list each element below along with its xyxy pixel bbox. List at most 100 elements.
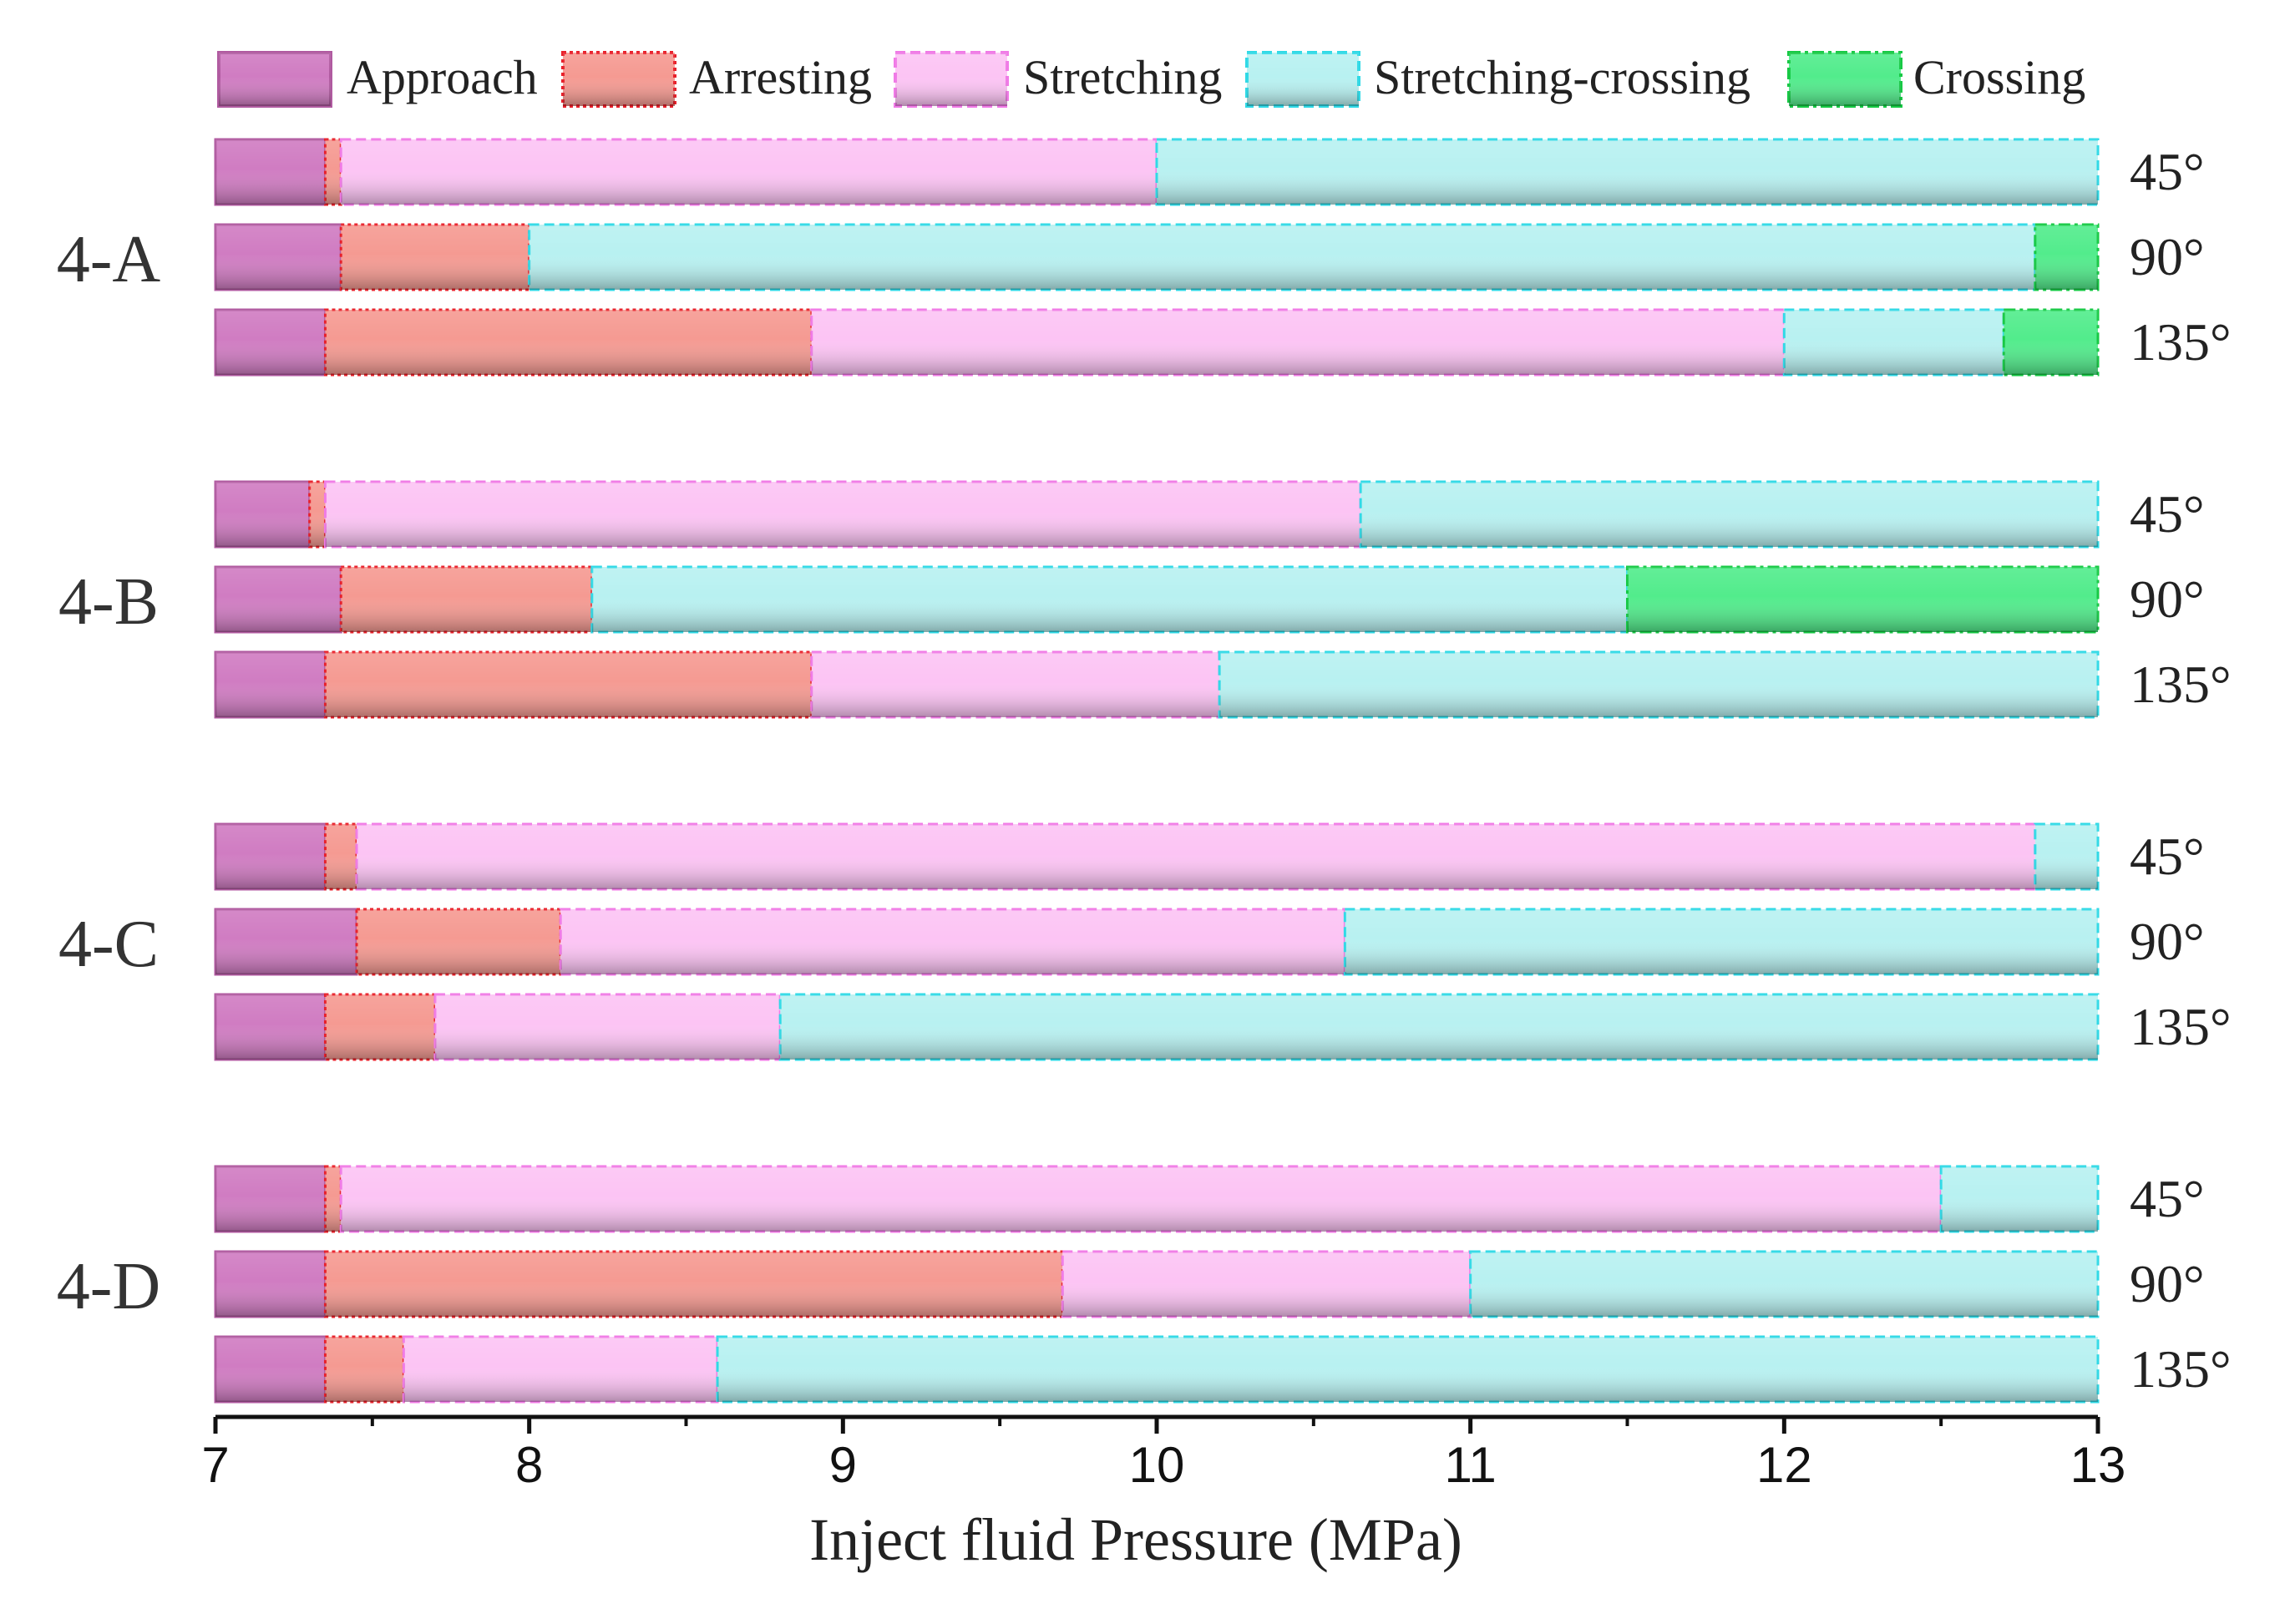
bar-angle-label: 90° [2130,1254,2205,1313]
legend-item-stretching_crossing: Stretching-crossing [1245,50,1750,108]
group-4-A: 45° 90° 135° 4-A [57,138,2232,377]
bar-segment-shade [325,1252,1063,1317]
bar-segment-shade [325,994,435,1060]
bar-segment-shade [1470,1252,2098,1317]
bar-segment-shade [1157,139,2098,205]
bar-4-A-135°: 135° [214,308,2232,377]
group-label: 4-D [57,1250,160,1323]
legend-label: Stretching [1023,50,1222,104]
bar-segment-shade [215,652,326,717]
bar-segment-shade [529,225,2035,290]
x-tick-label: 13 [2070,1437,2126,1493]
bar-segment-shade [811,310,1785,375]
bar-4-C-45°: 45° [214,822,2205,891]
x-tick-label: 9 [829,1437,857,1493]
bar-segment-shade [325,1337,404,1402]
bar-segment-shade [309,482,326,547]
bar-segment-shade [341,225,529,290]
legend-label: Crossing [1913,50,2085,104]
bar-4-B-45°: 45° [214,480,2205,549]
bar-segment-shade [215,225,342,290]
legend-swatch-shade [1789,53,1901,106]
bar-segment-shade [325,310,812,375]
bar-4-A-90°: 90° [214,223,2205,291]
bar-segment-shade [1062,1252,1471,1317]
bar-segment-shade [717,1337,2098,1402]
bar-4-B-90°: 90° [214,565,2205,634]
bar-segment-shade [357,824,2035,889]
legend-label: Arresting [689,50,872,104]
legend-swatch-shade [219,53,331,106]
bar-segment-shade [357,909,561,974]
bar-segment-shade [1784,310,2004,375]
bar-segment-shade [215,994,326,1060]
group-4-D: 45° 90° 135° 4-D [57,1165,2232,1404]
group-label: 4-B [58,565,159,639]
legend-item-crossing: Crossing [1787,50,2085,108]
bar-segment-shade [215,1166,326,1232]
bar-segment-shade [215,824,326,889]
x-tick-label: 11 [1445,1437,1497,1493]
bar-segment-shade [325,652,812,717]
legend-item-stretching: Stretching [894,50,1222,108]
bar-segment-shade [325,139,342,205]
bar-angle-label: 135° [2130,312,2232,372]
bar-4-C-135°: 135° [214,993,2232,1061]
group-label: 4-C [58,908,159,981]
bar-4-B-135°: 135° [214,650,2232,719]
bar-segment-shade [811,652,1220,717]
bar-segment-shade [341,1166,1942,1232]
bar-segment-shade [215,310,326,375]
bar-segment-shade [2034,824,2098,889]
bar-angle-label: 45° [2130,142,2205,201]
bar-angle-label: 45° [2130,1169,2205,1228]
x-axis: 7 8 9 10 11 12 13 [201,1414,2126,1493]
bar-segment-shade [560,909,1345,974]
bar-4-D-135°: 135° [214,1335,2232,1404]
bar-segment-shade [215,909,357,974]
bar-angle-label: 135° [2130,1339,2232,1399]
bar-segment-shade [591,567,1628,632]
bar-4-D-45°: 45° [214,1165,2205,1233]
x-tick-label: 7 [201,1437,229,1493]
x-axis-title: Inject fluid Pressure (MPa) [809,1506,1462,1573]
legend-label: Approach [347,50,538,104]
group-4-B: 45° 90° 135° 4-B [58,480,2232,719]
plot-area: 45°90°135°4-A45°90°135°4-B45°90°135°4-C4… [57,138,2232,1404]
bar-segment-shade [434,994,781,1060]
bar-angle-label: 135° [2130,655,2232,714]
bar-angle-label: 45° [2130,484,2205,544]
bar-angle-label: 90° [2130,912,2205,971]
bar-segment-shade [215,139,326,205]
group-4-C: 45° 90° 135° 4-C [58,822,2232,1061]
bar-segment-shade [1941,1166,2098,1232]
legend-item-approach: Approach [217,50,538,108]
bar-segment-shade [1345,909,2098,974]
bar-segment-shade [325,1166,342,1232]
bar-segment-shade [403,1337,718,1402]
group-label: 4-A [57,223,161,296]
legend-swatch-shade [563,53,675,106]
bar-4-A-45°: 45° [214,138,2205,206]
bar-4-C-90°: 90° [214,908,2205,976]
x-tick-label: 8 [515,1437,543,1493]
bar-angle-label: 90° [2130,569,2205,629]
bar-segment-shade [325,824,357,889]
bar-segment-shade [2004,310,2098,375]
bar-segment-shade [215,482,310,547]
bar-segment-shade [1219,652,2098,717]
bar-segment-shade [325,482,1361,547]
bar-segment-shade [215,1252,326,1317]
bar-segment-shade [341,567,592,632]
legend-swatch-shade [1247,53,1359,106]
legend-label: Stretching-crossing [1374,50,1750,104]
x-tick-label: 12 [1756,1437,1812,1493]
bar-angle-label: 135° [2130,997,2232,1056]
bar-segment-shade [341,139,1157,205]
legend-item-arresting: Arresting [561,50,872,108]
bar-segment-shade [780,994,2099,1060]
bar-segment-shade [215,1337,326,1402]
legend-swatch-shade [895,53,1007,106]
bar-segment-shade [1627,567,2098,632]
